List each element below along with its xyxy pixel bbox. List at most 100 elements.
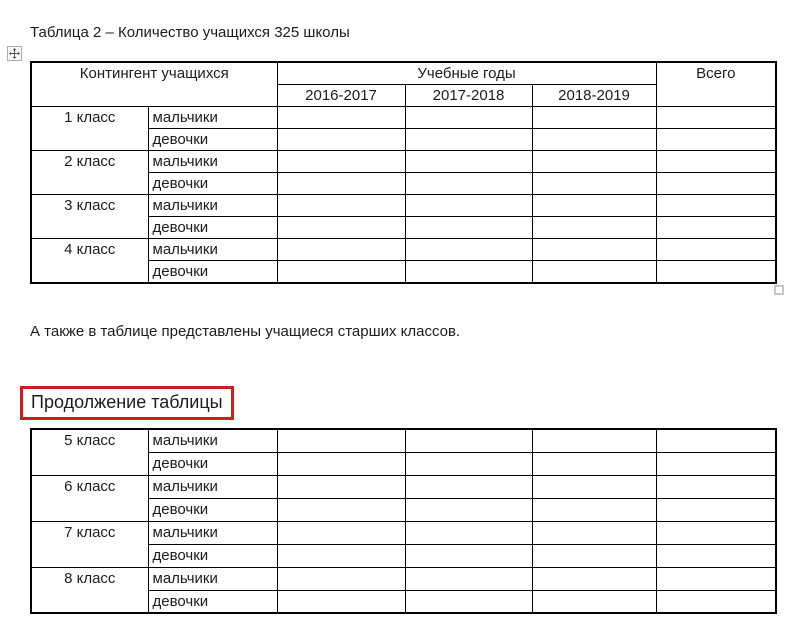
data-cell[interactable] [276,128,406,151]
data-cell[interactable] [655,520,777,545]
table-resize-handle[interactable] [774,285,784,295]
data-cell[interactable] [655,172,777,195]
data-cell[interactable] [276,566,406,591]
data-cell[interactable] [531,543,657,568]
data-cell[interactable] [655,194,777,217]
data-cell[interactable] [404,451,533,476]
data-cell[interactable] [404,216,533,239]
data-cell[interactable] [655,428,777,453]
gender-cell: мальчики [147,106,278,129]
data-cell[interactable] [404,150,533,173]
data-cell[interactable] [655,474,777,499]
data-cell[interactable] [531,497,657,522]
data-cell[interactable] [531,172,657,195]
data-cell[interactable] [655,238,777,261]
data-cell[interactable] [404,474,533,499]
table-row: 3 класс мальчики [30,194,777,239]
data-cell[interactable] [655,497,777,522]
data-cell[interactable] [404,589,533,614]
data-cell[interactable] [531,216,657,239]
data-cell[interactable] [276,216,406,239]
data-cell[interactable] [276,106,406,129]
body-paragraph: А также в таблице представлены учащиеся … [30,323,461,340]
data-cell[interactable] [655,106,777,129]
data-cell[interactable] [404,543,533,568]
header-contingent: Контингент учащихся [30,61,278,107]
data-cell[interactable] [531,589,657,614]
data-cell[interactable] [276,497,406,522]
data-cell[interactable] [655,566,777,591]
data-cell[interactable] [404,128,533,151]
header-total: Всего [655,61,777,107]
data-cell[interactable] [655,451,777,476]
data-cell[interactable] [655,543,777,568]
gender-cell: девочки [147,543,278,568]
data-cell[interactable] [655,260,777,284]
data-cell[interactable] [276,238,406,261]
data-cell[interactable] [404,566,533,591]
data-cell[interactable] [276,451,406,476]
data-cell[interactable] [276,150,406,173]
class-cell: 3 класс [30,194,149,239]
data-cell[interactable] [531,194,657,217]
data-cell[interactable] [404,260,533,284]
data-cell[interactable] [404,520,533,545]
data-cell[interactable] [404,194,533,217]
gender-cell: девочки [147,497,278,522]
data-cell[interactable] [404,428,533,453]
data-cell[interactable] [404,497,533,522]
class-cell: 8 класс [30,566,149,614]
gender-cell: девочки [147,216,278,239]
data-cell[interactable] [276,474,406,499]
data-cell[interactable] [655,128,777,151]
class-cell: 5 класс [30,428,149,476]
class-cell: 4 класс [30,238,149,284]
data-cell[interactable] [276,428,406,453]
gender-cell: девочки [147,172,278,195]
data-cell[interactable] [531,106,657,129]
table-row: 1 класс мальчики [30,106,777,151]
data-cell[interactable] [531,128,657,151]
continuation-label: Продолжение таблицы [31,392,223,412]
gender-cell: мальчики [147,474,278,499]
class-cell: 1 класс [30,106,149,151]
table-move-handle[interactable] [7,46,22,61]
table-row: 8 класс мальчики [30,566,777,614]
data-cell[interactable] [655,589,777,614]
table-header-row: 2016-2017 2017-2018 2018-2019 [31,84,776,107]
data-cell[interactable] [531,428,657,453]
data-cell[interactable] [531,474,657,499]
data-cell[interactable] [276,194,406,217]
data-cell[interactable] [276,589,406,614]
table-row: девочки [31,589,777,614]
header-years-group: Учебные годы [276,61,657,85]
students-table-main: Контингент учащихся Учебные годы Всего 2… [30,61,778,284]
table-row: 2 класс мальчики [30,150,777,195]
data-cell[interactable] [276,520,406,545]
data-cell[interactable] [531,566,657,591]
data-cell[interactable] [404,172,533,195]
move-cross-arrows-icon [9,48,20,59]
continuation-label-highlight: Продолжение таблицы [20,386,234,420]
table-caption: Таблица 2 – Количество учащихся 325 школ… [30,24,350,41]
table-row: девочки [31,497,777,522]
data-cell[interactable] [655,216,777,239]
data-cell[interactable] [531,451,657,476]
data-cell[interactable] [531,520,657,545]
class-cell: 2 класс [30,150,149,195]
table-row: девочки [31,260,777,284]
data-cell[interactable] [531,260,657,284]
data-cell[interactable] [276,260,406,284]
header-year-2016-2017: 2016-2017 [276,84,406,107]
data-cell[interactable] [531,150,657,173]
gender-cell: мальчики [147,520,278,545]
gender-cell: девочки [147,589,278,614]
data-cell[interactable] [404,106,533,129]
data-cell[interactable] [276,172,406,195]
data-cell[interactable] [404,238,533,261]
table-row: 4 класс мальчики [30,238,777,284]
data-cell[interactable] [655,150,777,173]
data-cell[interactable] [276,543,406,568]
data-cell[interactable] [531,238,657,261]
